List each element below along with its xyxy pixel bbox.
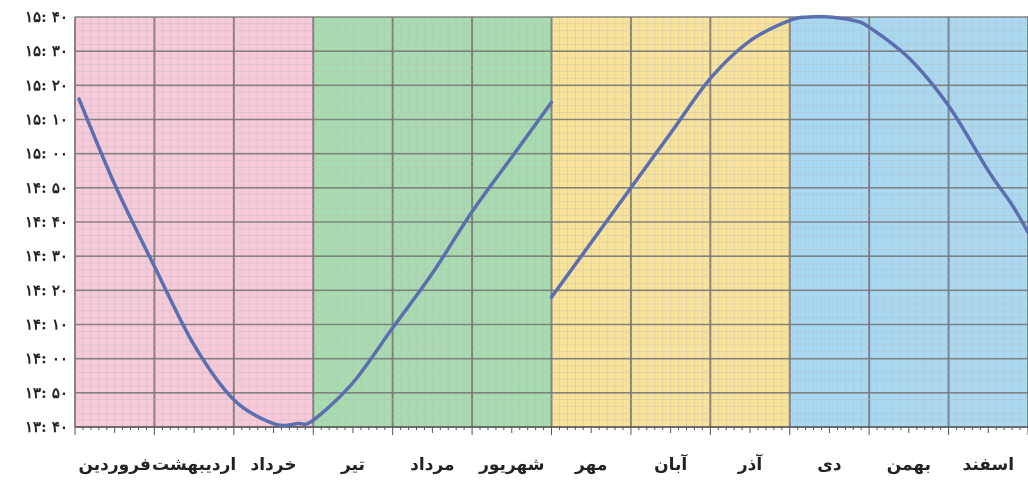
x-tick-label: خرداد [250, 455, 296, 475]
y-tick-label: ۱۳: ۴۰ [25, 418, 68, 436]
x-tick-label: شهریور [478, 455, 544, 475]
series-segment [77, 97, 554, 428]
y-tick-labels: ۱۵: ۴۰ ۱۵: ۳۰ ۱۵: ۲۰ ۱۵: ۱۰ ۱۵: ۰۰ ۱۴: ۵۰ ۱۴: … [25, 8, 68, 436]
y-tick-label: ۱۴: ۴۰ [25, 213, 68, 231]
x-tick-label: مهر [574, 455, 607, 475]
y-tick-label: ۱۴: ۰۰ [25, 350, 68, 368]
x-tick-labels: فروردین اردیبهشت خرداد تیر مرداد شهریور مهر آبا… [78, 453, 1014, 475]
x-tick-label: اردیبهشت [152, 455, 236, 475]
series-segment [549, 14, 1028, 299]
x-tick-label: آذر [737, 453, 764, 475]
x-tick-label: فروردین [78, 455, 150, 475]
y-tick-label: ۱۵: ۱۰ [25, 111, 68, 129]
y-tick-label: ۱۴: ۵۰ [25, 179, 68, 197]
grid-lines [74, 16, 1028, 435]
y-tick-label: ۱۳: ۵۰ [25, 384, 68, 402]
x-tick-label: تیر [340, 455, 365, 475]
x-tick-label: بهمن [887, 455, 931, 475]
y-tick-label: ۱۵: ۰۰ [25, 145, 68, 163]
y-tick-label: ۱۵: ۴۰ [25, 8, 68, 26]
y-tick-label: ۱۵: ۲۰ [25, 76, 68, 94]
x-tick-label: دی [817, 455, 842, 475]
x-tick-label: مرداد [410, 455, 454, 475]
y-tick-label: ۱۵: ۳۰ [25, 42, 68, 60]
x-tick-label: اسفند [963, 455, 1015, 475]
x-tick-label: آبان [654, 453, 688, 475]
series-line [77, 14, 1028, 428]
y-tick-label: ۱۴: ۱۰ [25, 316, 68, 334]
y-tick-label: ۱۴: ۲۰ [25, 281, 68, 299]
y-tick-label: ۱۴: ۳۰ [25, 247, 68, 265]
